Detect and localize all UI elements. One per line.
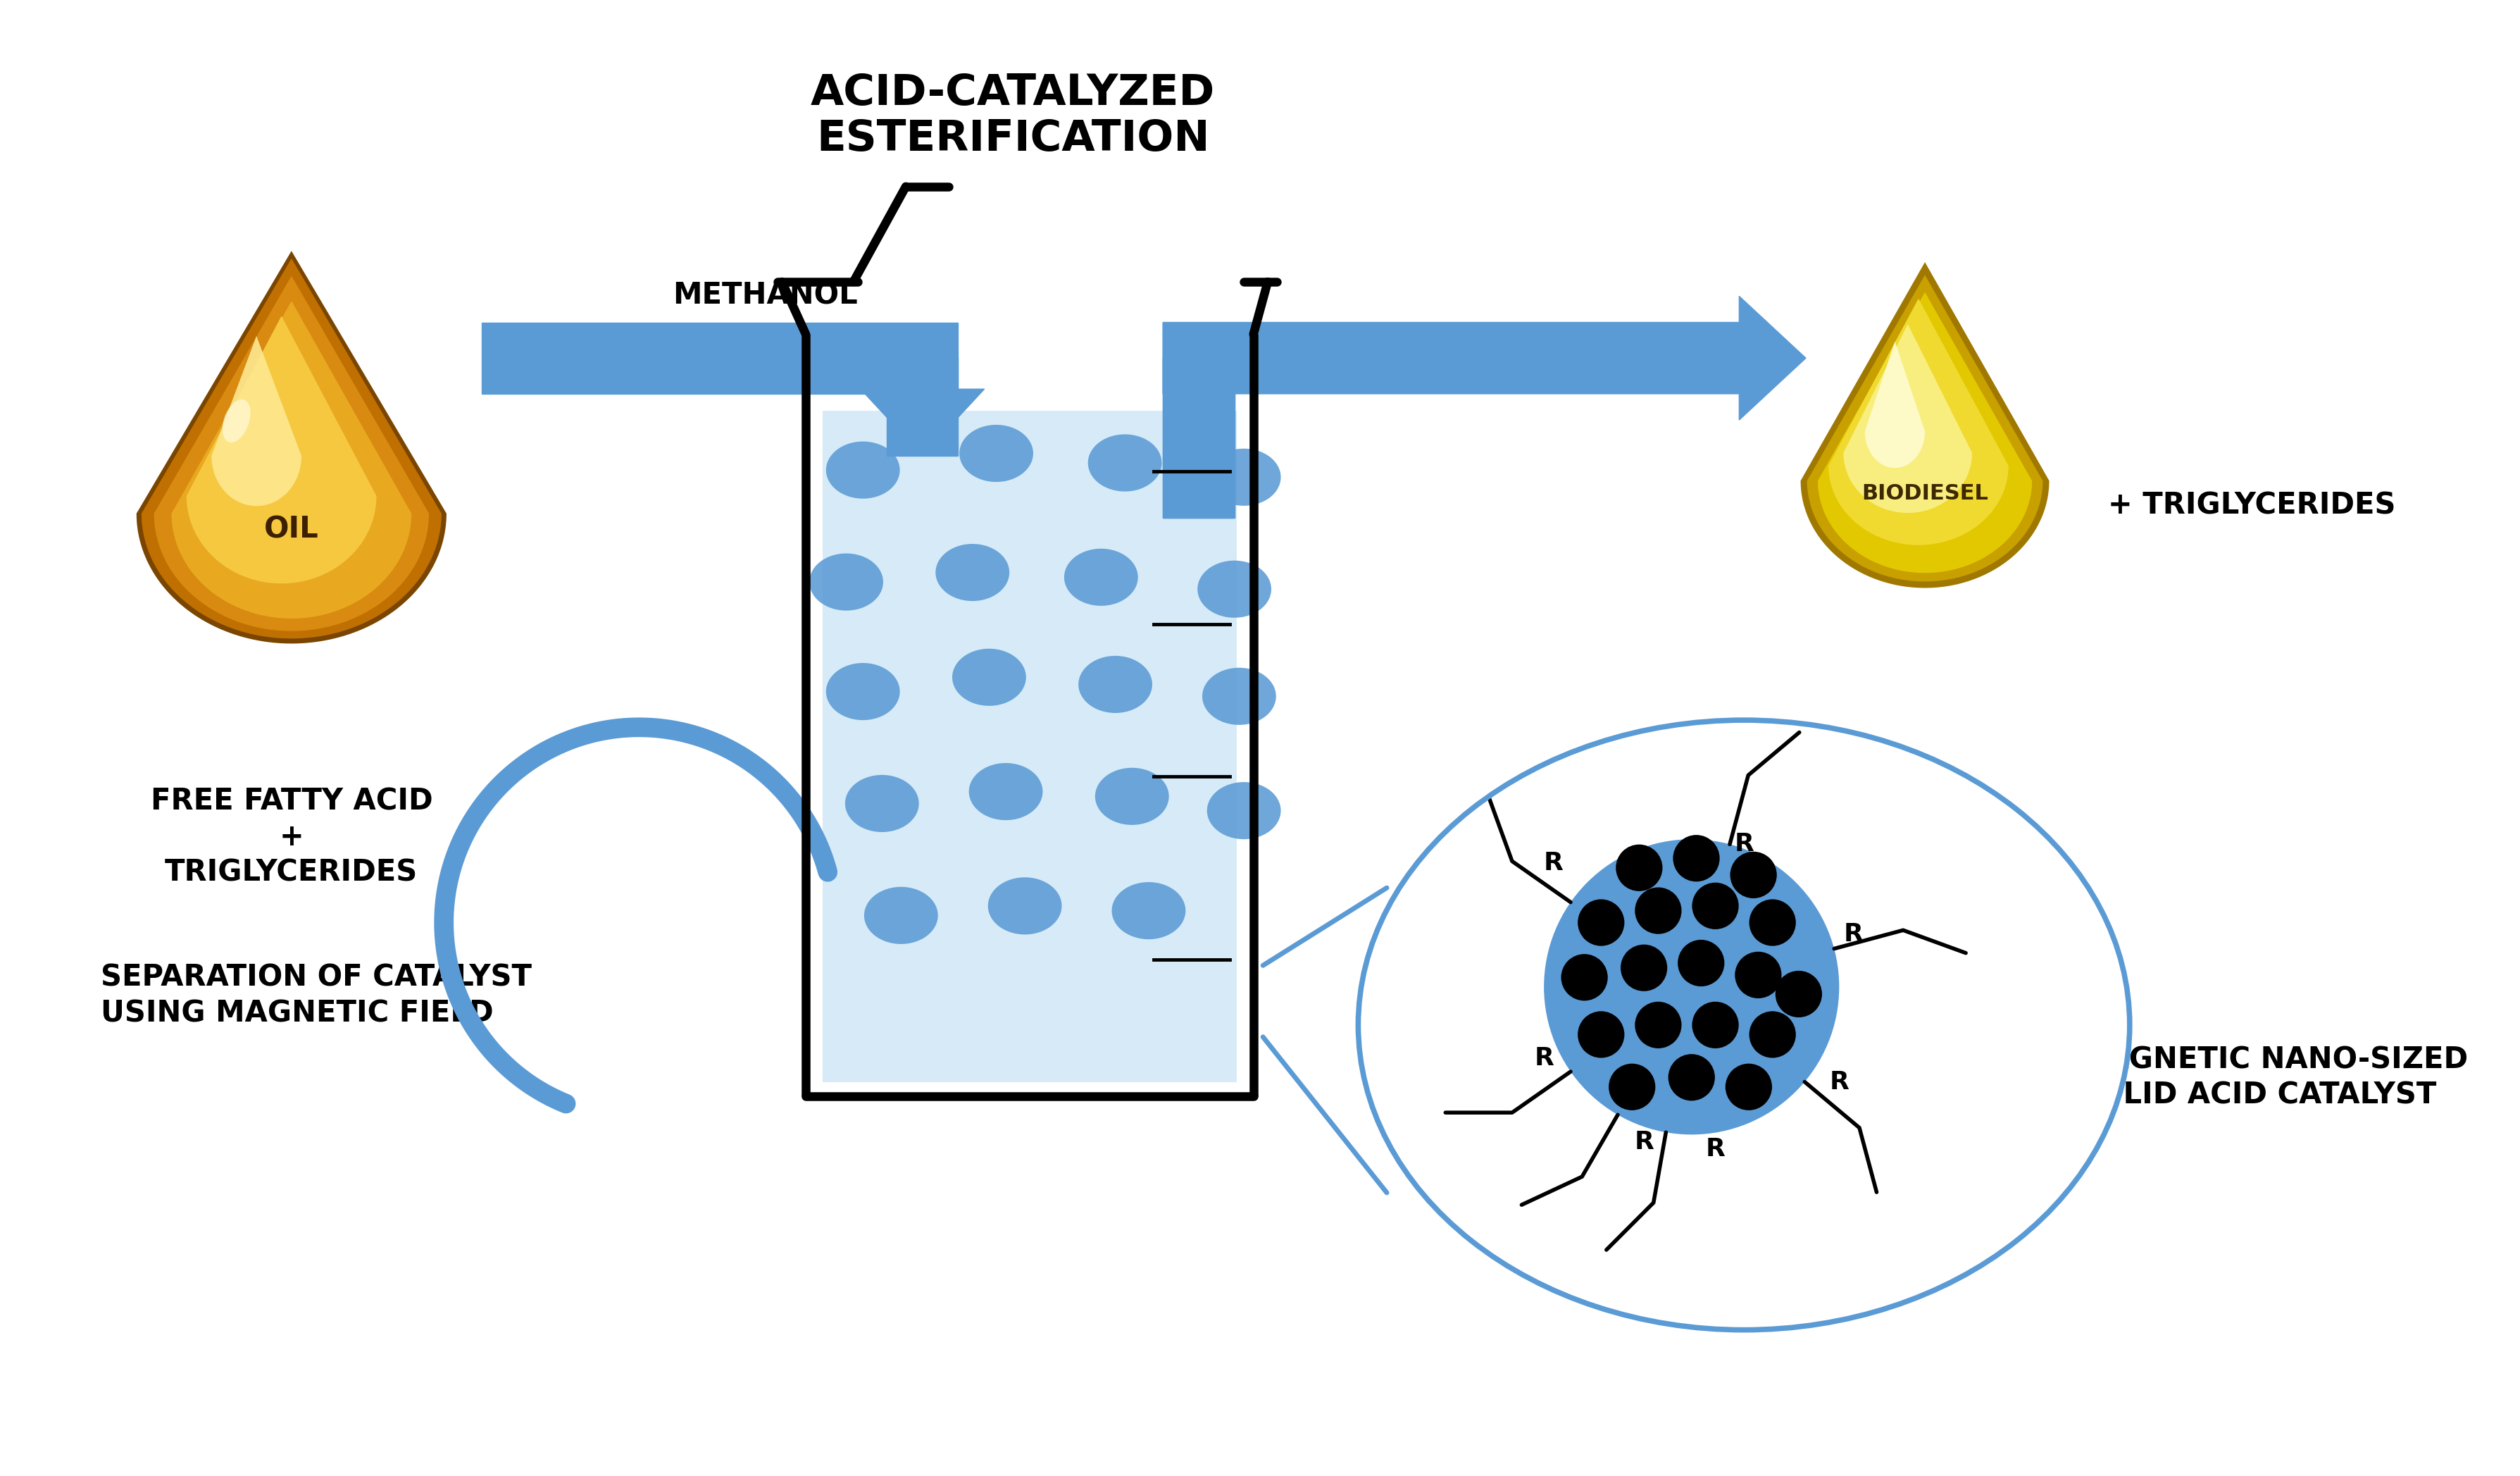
- Ellipse shape: [988, 877, 1061, 934]
- PathPatch shape: [154, 276, 428, 632]
- Text: OIL: OIL: [265, 515, 320, 545]
- Circle shape: [1734, 952, 1782, 998]
- Ellipse shape: [222, 400, 249, 443]
- Circle shape: [1560, 953, 1608, 1001]
- PathPatch shape: [212, 337, 302, 506]
- Ellipse shape: [1096, 768, 1169, 825]
- Ellipse shape: [953, 648, 1026, 706]
- Text: BIODIESEL: BIODIESEL: [1862, 484, 1988, 505]
- PathPatch shape: [1802, 263, 2049, 587]
- Ellipse shape: [1111, 883, 1184, 939]
- Bar: [887, 322, 958, 394]
- FancyArrow shape: [1162, 359, 1235, 518]
- Circle shape: [1635, 887, 1681, 934]
- Circle shape: [1726, 1064, 1772, 1110]
- Text: R: R: [1633, 1129, 1653, 1154]
- Circle shape: [1678, 940, 1724, 986]
- Circle shape: [1731, 852, 1777, 899]
- Ellipse shape: [844, 775, 920, 832]
- PathPatch shape: [171, 301, 411, 618]
- Bar: [887, 359, 958, 456]
- Ellipse shape: [1358, 720, 2129, 1330]
- Text: R: R: [1545, 852, 1562, 875]
- Ellipse shape: [1079, 655, 1152, 713]
- FancyArrow shape: [1162, 297, 1807, 421]
- Circle shape: [1749, 899, 1797, 946]
- Ellipse shape: [968, 763, 1043, 821]
- Ellipse shape: [1089, 434, 1162, 492]
- Ellipse shape: [827, 663, 900, 720]
- Ellipse shape: [1207, 782, 1280, 840]
- Text: SEPARATION OF CATALYST
USING MAGNETIC FIELD: SEPARATION OF CATALYST USING MAGNETIC FI…: [101, 962, 532, 1029]
- FancyArrow shape: [481, 322, 887, 394]
- Ellipse shape: [1063, 549, 1139, 605]
- Bar: [1162, 322, 1235, 394]
- Ellipse shape: [864, 887, 937, 945]
- Ellipse shape: [809, 554, 882, 611]
- Text: R: R: [1706, 1137, 1726, 1160]
- Circle shape: [1777, 971, 1822, 1017]
- Text: ACID-CATALYZED
ESTERIFICATION: ACID-CATALYZED ESTERIFICATION: [811, 72, 1215, 161]
- Circle shape: [1620, 945, 1668, 992]
- Ellipse shape: [935, 543, 1011, 601]
- PathPatch shape: [186, 316, 375, 583]
- Circle shape: [1691, 1002, 1739, 1048]
- PathPatch shape: [1830, 298, 2008, 545]
- Ellipse shape: [1207, 449, 1280, 506]
- PathPatch shape: [1865, 341, 1925, 468]
- Circle shape: [1615, 844, 1663, 892]
- Circle shape: [1668, 1054, 1716, 1101]
- Text: R: R: [1734, 832, 1754, 856]
- Circle shape: [1578, 1011, 1625, 1058]
- Text: FREE FATTY ACID
+
TRIGLYCERIDES: FREE FATTY ACID + TRIGLYCERIDES: [151, 787, 433, 887]
- Circle shape: [1608, 1064, 1656, 1110]
- Text: R: R: [1830, 1070, 1850, 1094]
- Circle shape: [1545, 840, 1840, 1135]
- Circle shape: [1578, 899, 1625, 946]
- Text: METHANOL: METHANOL: [673, 280, 857, 310]
- Circle shape: [1691, 883, 1739, 930]
- Text: R: R: [1845, 922, 1862, 946]
- FancyArrow shape: [859, 390, 985, 456]
- PathPatch shape: [1845, 325, 1973, 512]
- PathPatch shape: [136, 251, 446, 644]
- Circle shape: [1635, 1002, 1681, 1048]
- PathPatch shape: [1807, 275, 2044, 582]
- Circle shape: [1673, 835, 1719, 881]
- Text: R: R: [1535, 1046, 1555, 1070]
- Ellipse shape: [960, 425, 1033, 483]
- Text: + TRIGLYCERIDES: + TRIGLYCERIDES: [2109, 492, 2397, 521]
- PathPatch shape: [1817, 292, 2031, 573]
- PathPatch shape: [141, 258, 441, 639]
- Ellipse shape: [1197, 561, 1270, 618]
- Bar: [822, 410, 1237, 1082]
- Circle shape: [1749, 1011, 1797, 1058]
- Bar: [1162, 359, 1235, 518]
- Ellipse shape: [1202, 667, 1275, 725]
- Ellipse shape: [827, 441, 900, 499]
- Text: MAGNETIC NANO-SIZED
SOLID ACID CATALYST: MAGNETIC NANO-SIZED SOLID ACID CATALYST: [2076, 1045, 2467, 1110]
